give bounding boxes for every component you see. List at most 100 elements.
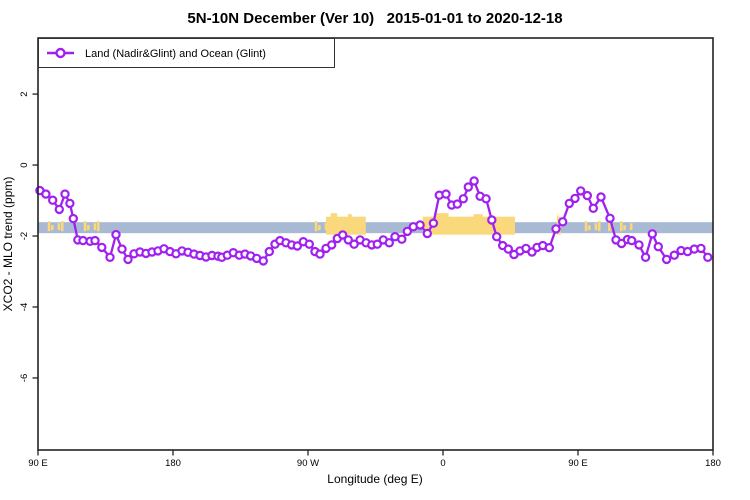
data-point-marker <box>634 240 644 250</box>
data-point-marker <box>503 244 513 254</box>
land-segment <box>326 216 366 235</box>
data-point-marker <box>97 242 107 253</box>
data-point-marker <box>343 235 353 245</box>
axes-layer: 90 E 180 90 W 0 90 E 180 2 0 -2 -4 -6 <box>19 37 721 469</box>
data-point-marker <box>452 199 462 209</box>
data-point-marker <box>570 193 580 204</box>
data-point-marker <box>463 182 473 192</box>
x-tick-label: 180 <box>705 458 721 469</box>
data-point-marker <box>653 241 664 252</box>
data-point-marker <box>90 235 100 246</box>
y-tick-label: 2 <box>19 91 30 96</box>
legend-label: Land (Nadir&Glint) and Ocean (Glint) <box>85 48 266 60</box>
data-point-marker <box>558 217 568 227</box>
data-point-marker <box>397 234 407 244</box>
data-point-marker <box>469 176 479 186</box>
land-patch <box>584 221 588 232</box>
data-point-marker <box>551 224 561 234</box>
data-point-marker <box>327 240 337 250</box>
data-point-marker <box>458 194 468 204</box>
land-bump <box>347 214 352 218</box>
data-point-marker <box>54 204 65 215</box>
data-point-marker <box>669 250 680 260</box>
land-bump <box>557 213 559 218</box>
data-point-marker <box>292 241 302 251</box>
land-patch <box>96 221 100 232</box>
x-tick-label: 90 E <box>28 458 48 469</box>
data-point-marker <box>48 195 58 205</box>
x-tick-label: 180 <box>165 458 181 469</box>
data-point-marker <box>627 235 637 246</box>
land-patch <box>620 221 623 232</box>
data-point-marker <box>105 252 115 262</box>
plot-border <box>37 37 714 451</box>
legend: Land (Nadir&Glint) and Ocean (Glint) <box>38 38 335 68</box>
legend-open-circle-icon <box>55 47 66 59</box>
data-series-layer <box>35 176 713 266</box>
data-point-marker <box>422 228 432 239</box>
land-patch <box>314 221 318 232</box>
data-point-marker <box>68 213 79 224</box>
data-point-marker <box>372 239 382 249</box>
land-patch <box>57 223 61 231</box>
data-point-marker <box>123 254 133 265</box>
data-point-marker <box>60 189 70 199</box>
data-point-marker <box>338 230 348 240</box>
data-point-marker <box>415 220 425 230</box>
land-patch <box>93 223 97 231</box>
land-patch <box>318 225 321 231</box>
ocean-band <box>38 222 713 234</box>
data-point-marker <box>264 246 274 257</box>
data-point-marker <box>703 252 713 262</box>
land-bump <box>473 214 483 218</box>
legend-box <box>38 38 335 68</box>
surface-band-layer <box>38 213 713 235</box>
y-tick-label: -2 <box>19 232 30 240</box>
y-axis-label: XCO2 - MLO trend (ppm) <box>1 177 15 312</box>
x-axis-label: Longitude (deg E) <box>327 472 422 486</box>
land-patch <box>60 221 64 232</box>
land-patch <box>47 221 51 232</box>
land-patch <box>83 221 87 232</box>
data-point-marker <box>315 249 325 259</box>
land-patch <box>87 225 90 231</box>
data-point-marker <box>481 194 491 204</box>
data-point-marker <box>258 256 268 266</box>
data-point-marker <box>111 229 121 240</box>
land-patch <box>324 223 328 231</box>
x-tick-label: 90 E <box>568 458 588 469</box>
land-bump <box>433 213 449 218</box>
land-patch <box>623 225 626 231</box>
data-point-marker <box>487 215 497 225</box>
data-point-marker <box>441 189 451 199</box>
data-point-marker <box>349 239 359 249</box>
land-patch <box>588 225 591 231</box>
land-bump <box>330 213 338 218</box>
y-tick-label: -4 <box>19 303 30 311</box>
data-point-marker <box>696 243 706 254</box>
data-point-marker <box>647 229 658 239</box>
x-tick-label: 90 W <box>297 458 319 469</box>
data-point-marker <box>428 218 439 228</box>
data-point-marker <box>582 190 593 201</box>
land-patch <box>597 221 601 232</box>
data-point-marker <box>564 198 575 209</box>
land-patch <box>608 221 611 232</box>
data-point-marker <box>605 213 615 223</box>
data-point-marker <box>661 254 672 265</box>
data-point-marker <box>117 244 127 254</box>
land-patch <box>51 225 54 231</box>
x-tick-label: 0 <box>440 458 445 469</box>
data-point-marker <box>576 186 586 196</box>
data-point-marker <box>588 203 599 213</box>
land-patch <box>629 223 633 231</box>
data-point-marker <box>640 252 651 262</box>
chart-title: 5N-10N December (Ver 10) 2015-01-01 to 2… <box>187 10 562 27</box>
data-point-marker <box>596 192 606 202</box>
data-point-marker <box>492 231 502 242</box>
land-patch <box>594 223 598 231</box>
data-point-marker <box>402 226 412 237</box>
data-point-marker <box>384 238 394 248</box>
